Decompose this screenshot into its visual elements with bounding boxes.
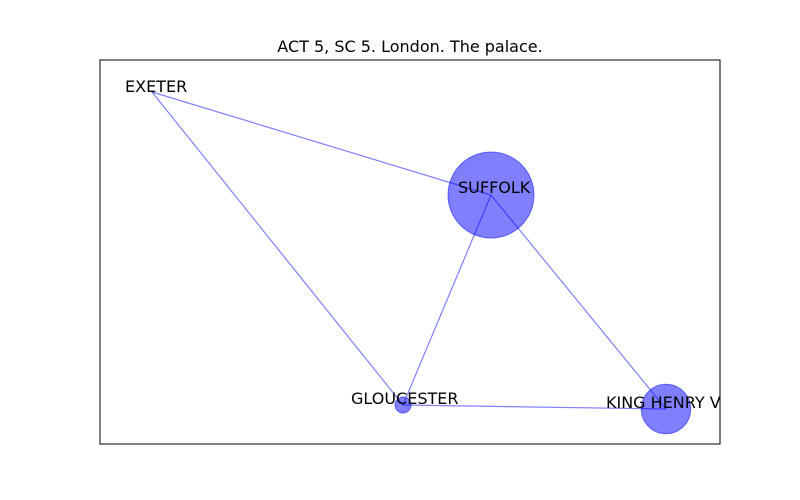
edge-exeter-gloucester <box>151 91 404 406</box>
node-label-exeter: EXETER <box>125 77 187 96</box>
edges-layer <box>151 91 667 410</box>
node-gloucester <box>394 396 412 414</box>
node-label-king-henry: KING HENRY V <box>606 393 721 412</box>
node-label-suffolk: SUFFOLK <box>458 178 531 197</box>
edge-suffolk-king-henry <box>490 194 667 410</box>
nodes-layer <box>394 151 692 435</box>
node-king-henry <box>640 383 692 435</box>
axes-frame <box>99 59 721 445</box>
node-suffolk <box>447 151 535 239</box>
edge-exeter-suffolk <box>151 91 492 196</box>
chart-title: ACT 5, SC 5. London. The palace. <box>277 37 542 56</box>
node-label-gloucester: GLOUCESTER <box>351 389 458 408</box>
edge-gloucester-king-henry <box>402 404 667 410</box>
labels-layer: EXETER SUFFOLK GLOUCESTER KING HENRY V <box>125 77 721 412</box>
